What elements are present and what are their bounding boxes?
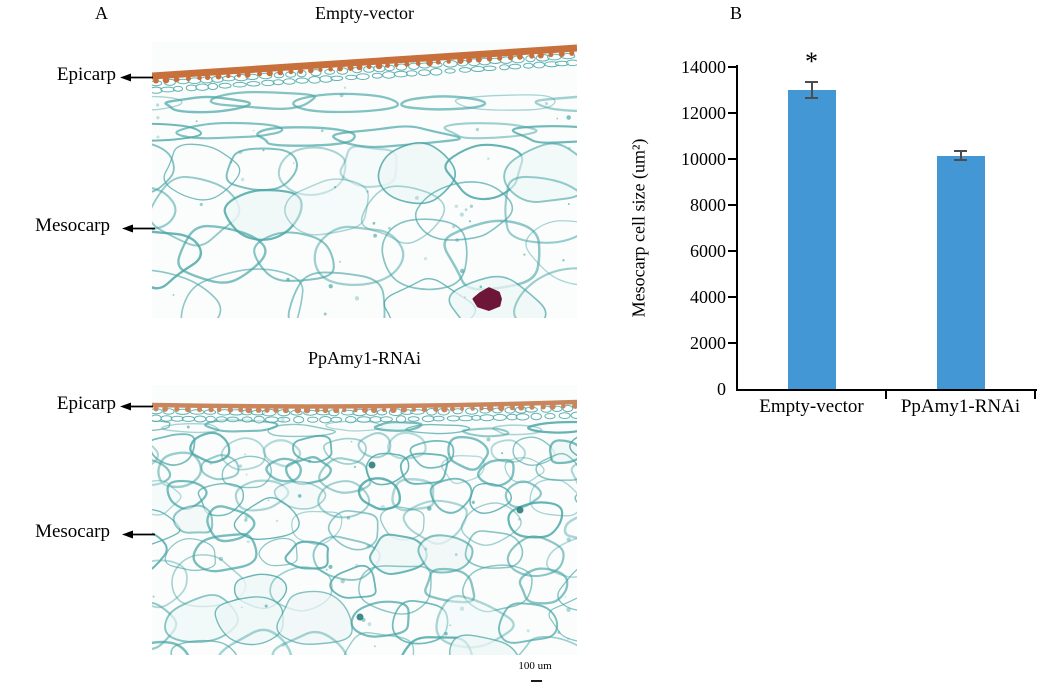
y-tick (728, 204, 737, 206)
x-axis-line (736, 389, 1037, 391)
y-tick-label: 12000 (681, 103, 726, 123)
epicarp-arrow-icon-2 (120, 402, 153, 411)
error-bar-cap-bottom (954, 159, 967, 162)
error-bar-line (959, 150, 962, 161)
mesocarp-arrow-icon-1 (122, 224, 155, 233)
y-tick-label: 14000 (681, 57, 726, 77)
micrograph-ppamy1-rnai (152, 385, 577, 655)
y-axis-line (736, 65, 738, 391)
error-bar-cap-top (954, 149, 967, 152)
y-tick-label: 0 (717, 379, 726, 399)
scale-bar-line (531, 680, 542, 682)
x-category-label: Empty-vector (759, 396, 864, 417)
micrograph-2-title: PpAmy1-RNAi (307, 348, 421, 368)
mesocarp-label-1: Mesocarp (35, 215, 110, 236)
y-tick (728, 112, 737, 114)
mesocarp-label-2: Mesocarp (35, 521, 110, 542)
epicarp-label-2: Epicarp (56, 393, 116, 414)
epicarp-arrow-icon-1 (120, 73, 153, 82)
scale-bar-label: 100 um (518, 660, 552, 672)
mesocarp-arrow-icon-2 (122, 530, 155, 539)
y-tick-label: 2000 (690, 333, 726, 353)
x-tick (885, 391, 887, 399)
error-bar-line (810, 81, 813, 99)
panel-a-label: A (95, 3, 108, 23)
y-tick (728, 250, 737, 252)
error-bar-cap-top (805, 80, 818, 83)
y-tick-label: 8000 (690, 195, 726, 215)
y-tick (728, 342, 737, 344)
y-tick (728, 158, 737, 160)
x-category-label: PpAmy1-RNAi (900, 396, 1021, 417)
bar-2 (936, 155, 985, 389)
bar-1 (787, 90, 836, 389)
micrograph-1-title: Empty-vector (315, 3, 414, 23)
y-tick-label: 10000 (681, 149, 726, 169)
y-tick (728, 66, 737, 68)
y-tick-label: 6000 (690, 241, 726, 261)
significance-marker: * (805, 46, 818, 76)
x-tick (1034, 391, 1036, 399)
micrograph-empty-vector (152, 42, 577, 318)
y-tick (728, 296, 737, 298)
epicarp-label-1: Epicarp (56, 64, 116, 85)
y-tick-label: 4000 (690, 287, 726, 307)
error-bar-cap-bottom (805, 97, 818, 100)
panel-b-label: B (730, 3, 743, 23)
